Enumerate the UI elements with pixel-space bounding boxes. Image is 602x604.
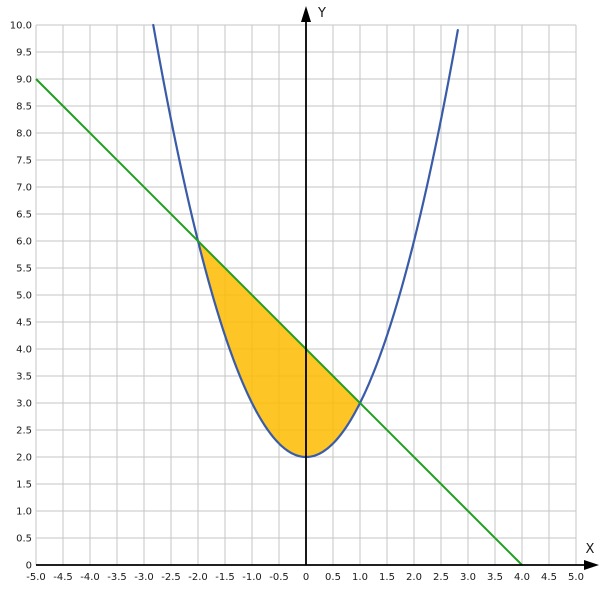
x-tick-label: -0.5 [269, 572, 289, 583]
x-tick-label: 3.5 [487, 572, 503, 583]
x-axis-label: X [586, 542, 595, 557]
line-curve [35, 78, 523, 566]
y-tick-label: 8.0 [16, 129, 32, 140]
x-tick-label: 3.0 [460, 572, 476, 583]
y-tick-label: 1.0 [16, 507, 32, 518]
y-tick-label: 6.0 [16, 237, 32, 248]
x-tick-label: -4.0 [80, 572, 100, 583]
x-tick-label: -2.5 [161, 572, 181, 583]
x-tick-label: 2.5 [433, 572, 449, 583]
y-tick-label: 5.5 [16, 264, 32, 275]
x-tick-label: 5.0 [568, 572, 584, 583]
y-tick-label: 4.5 [16, 318, 32, 329]
x-axis-arrow-icon [584, 560, 599, 570]
y-axis-label: Y [317, 6, 326, 21]
x-tick-label: 0 [303, 572, 309, 583]
x-tick-label: 1.0 [352, 572, 368, 583]
y-tick-label: 5.0 [16, 291, 32, 302]
y-tick-label: 9.0 [16, 75, 32, 86]
y-tick-label: 0 [26, 561, 32, 572]
y-tick-label: 7.5 [16, 156, 32, 167]
y-tick-label: 2.0 [16, 453, 32, 464]
x-tick-label: 1.5 [379, 572, 395, 583]
axes [36, 16, 592, 566]
y-tick-label: 4.0 [16, 345, 32, 356]
y-tick-label: 6.5 [16, 210, 32, 221]
x-tick-label: -1.0 [242, 572, 262, 583]
y-tick-label: 1.5 [16, 480, 32, 491]
y-tick-label: 0.5 [16, 534, 32, 545]
shaded-region [198, 241, 360, 457]
y-tick-label: 8.5 [16, 102, 32, 113]
x-tick-label: -4.5 [53, 572, 73, 583]
x-tick-label: -2.0 [188, 572, 208, 583]
x-tick-label: 0.5 [325, 572, 341, 583]
x-tick-label: -1.5 [215, 572, 235, 583]
x-tick-label: -3.0 [134, 572, 154, 583]
y-tick-label: 7.0 [16, 183, 32, 194]
x-tick-label: 4.5 [541, 572, 557, 583]
y-tick-label: 3.5 [16, 372, 32, 383]
y-tick-label: 10.0 [10, 21, 32, 32]
y-tick-label: 9.5 [16, 48, 32, 59]
x-tick-label: 2.0 [406, 572, 422, 583]
y-tick-labels: 0 0.5 1.0 1.5 2.0 2.5 3.0 3.5 4.0 4.5 5.0 5.5 6.0 6.5… [10, 21, 32, 572]
x-tick-label: 4.0 [514, 572, 530, 583]
x-tick-label: -5.0 [26, 572, 46, 583]
y-axis-arrow-icon [301, 6, 311, 22]
x-tick-labels: -5.0 -4.5 -4.0 -3.5 -3.0 -2.5 -2.0 -1.5 -1.0 -0.5… [26, 572, 584, 583]
x-tick-label: -3.5 [107, 572, 127, 583]
y-tick-label: 2.5 [16, 426, 32, 437]
y-tick-label: 3.0 [16, 399, 32, 410]
